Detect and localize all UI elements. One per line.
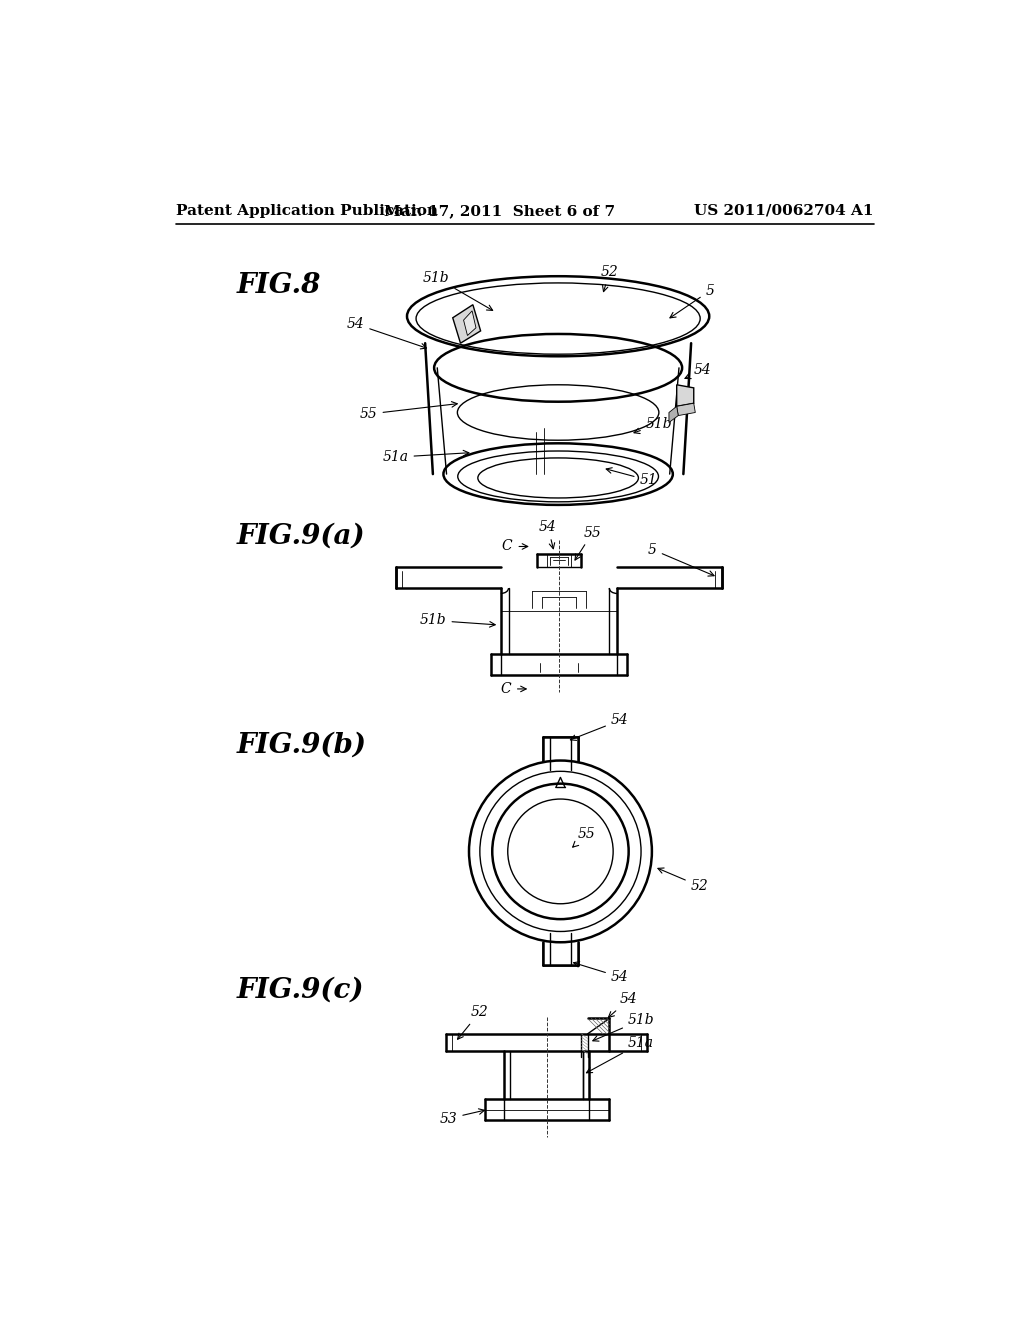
Text: 54: 54	[347, 317, 426, 348]
Text: 51b: 51b	[420, 614, 496, 627]
Bar	[544, 738, 578, 785]
Text: 55: 55	[575, 525, 601, 560]
Polygon shape	[453, 305, 480, 343]
Text: 5: 5	[648, 543, 714, 576]
Text: Mar. 17, 2011  Sheet 6 of 7: Mar. 17, 2011 Sheet 6 of 7	[384, 203, 615, 218]
Text: 51b: 51b	[423, 271, 493, 310]
Text: 52: 52	[458, 1006, 488, 1039]
Polygon shape	[677, 404, 695, 416]
Text: Patent Application Publication: Patent Application Publication	[176, 203, 438, 218]
Text: 54: 54	[573, 962, 629, 983]
Text: 55: 55	[572, 828, 595, 847]
Polygon shape	[464, 312, 476, 335]
Text: 54: 54	[540, 520, 557, 549]
Text: 51b: 51b	[593, 1012, 654, 1041]
Bar	[544, 917, 578, 965]
Text: 54: 54	[608, 993, 638, 1018]
Text: 52: 52	[601, 265, 618, 292]
Text: 51b: 51b	[634, 417, 673, 433]
Text: 54: 54	[685, 363, 712, 379]
Text: US 2011/0062704 A1: US 2011/0062704 A1	[694, 203, 873, 218]
Polygon shape	[669, 407, 678, 422]
Text: C: C	[502, 540, 512, 553]
Text: 53: 53	[439, 1109, 484, 1126]
Text: 51: 51	[606, 467, 657, 487]
Text: FIG.9(a): FIG.9(a)	[237, 523, 366, 549]
Text: FIG.8: FIG.8	[237, 272, 321, 298]
Text: 52: 52	[658, 869, 709, 894]
Text: C: C	[501, 682, 511, 696]
Text: 51a: 51a	[587, 1036, 654, 1073]
Text: 51a: 51a	[383, 450, 469, 465]
Polygon shape	[677, 385, 693, 407]
Text: FIG.9(c): FIG.9(c)	[237, 977, 364, 1003]
Text: 5: 5	[670, 284, 715, 318]
Text: FIG.9(b): FIG.9(b)	[237, 731, 367, 759]
Text: 55: 55	[359, 401, 458, 421]
Text: 54: 54	[570, 714, 629, 741]
